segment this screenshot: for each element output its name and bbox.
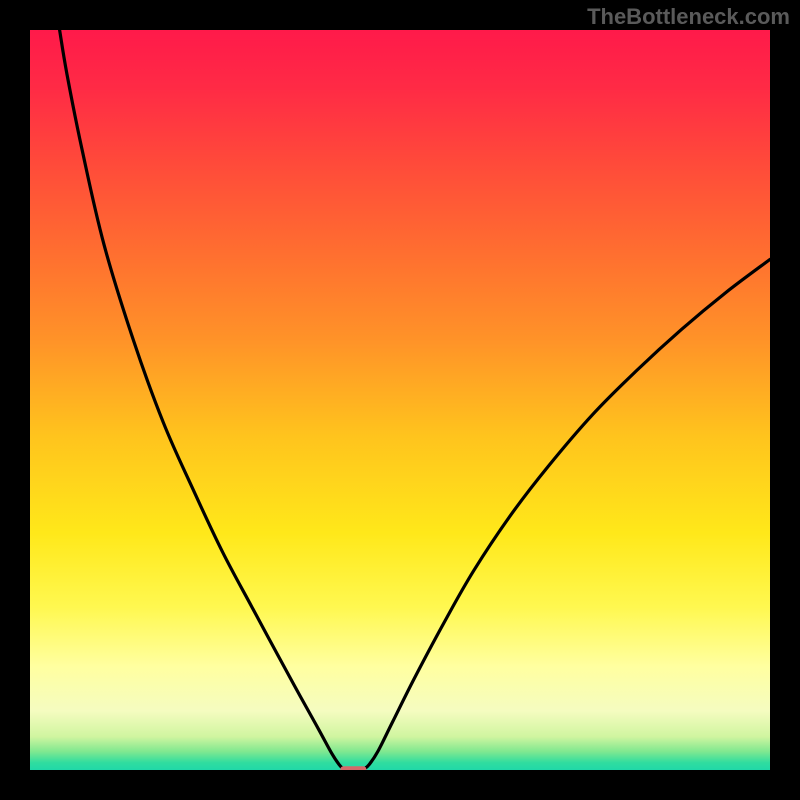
chart-frame: TheBottleneck.com (0, 0, 800, 800)
gradient-background (30, 30, 770, 770)
watermark-text: TheBottleneck.com (587, 4, 790, 30)
minimum-marker (340, 766, 366, 770)
bottleneck-chart (30, 30, 770, 770)
